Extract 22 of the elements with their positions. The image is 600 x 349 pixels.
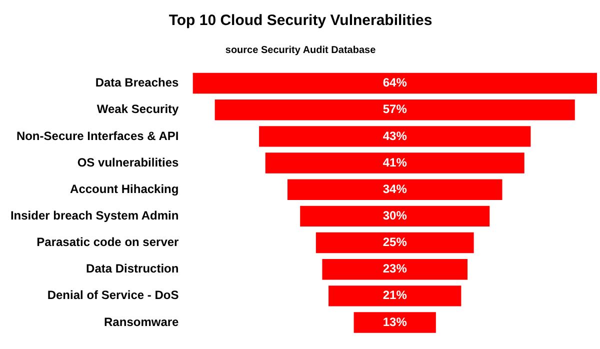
data-label: 43% [382,128,408,143]
category-label: Ransomware [104,314,180,329]
data-label: 13% [382,314,408,329]
category-label: Data Breaches [95,76,180,90]
data-label: 23% [382,262,408,276]
category-label: Parasatic code on server [36,235,180,250]
data-label: 25% [382,235,408,250]
text: source Security Audit Database [225,44,376,56]
data-label: 30% [382,208,408,223]
data-label: 34% [382,182,408,196]
data-label: 21% [382,288,408,302]
category-label: Account Hihacking [70,182,179,196]
data-label: 57% [382,102,408,116]
data-label: 64% [382,76,408,90]
category-label: Non-Secure Interfaces & API [16,128,179,143]
text: Top 10 Cloud Security Vulnerabilities [168,12,432,30]
category-label: Denial of Service - DoS [47,288,179,302]
category-label: Insider breach System Admin [10,208,179,223]
data-label: 41% [382,155,408,170]
category-label: OS vulnerabilities [77,155,180,170]
category-label: Data Distruction [86,262,179,276]
category-label: Weak Security [96,102,180,116]
